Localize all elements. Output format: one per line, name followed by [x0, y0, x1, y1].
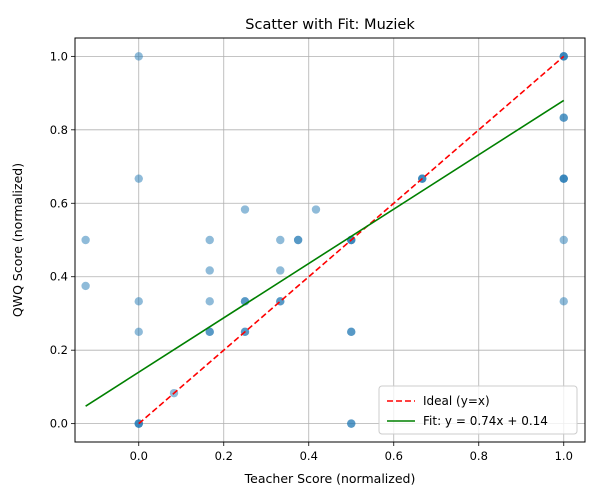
y-tick-label: 1.0: [50, 49, 68, 63]
plot-area-frame: [74, 37, 586, 443]
y-tick-label: 0.0: [50, 417, 68, 431]
grid-lines: [75, 38, 585, 442]
data-point: [559, 113, 568, 122]
legend-label-fit: Fit: y = 0.74x + 0.14: [423, 414, 548, 428]
fit-line: [85, 99, 565, 407]
x-tick-label: 0.8: [470, 449, 488, 463]
scatter-points: [81, 52, 568, 428]
data-point: [134, 327, 143, 337]
y-axis-title: QWQ Score (normalized): [10, 163, 25, 317]
y-tick-label: 0.4: [50, 270, 68, 284]
data-point: [276, 266, 285, 275]
x-tick-label: 0.2: [215, 449, 233, 463]
data-point: [205, 235, 214, 245]
data-point: [205, 266, 214, 275]
ideal-line: [138, 55, 565, 425]
data-point: [205, 327, 214, 337]
data-point: [205, 297, 214, 306]
data-point: [134, 174, 143, 183]
x-tick-label: 0.4: [300, 449, 318, 463]
data-point: [81, 281, 90, 291]
data-point: [134, 297, 143, 306]
data-point: [293, 235, 303, 245]
legend-box: [378, 385, 578, 435]
y-tick-label: 0.8: [50, 123, 68, 137]
data-point: [276, 235, 285, 245]
x-axis-title: Teacher Score (normalized): [244, 471, 416, 486]
x-tick-label: 0.0: [130, 449, 148, 463]
x-tick-label: 0.6: [385, 449, 403, 463]
data-point: [347, 327, 356, 337]
series-lines: [85, 55, 565, 425]
x-tick-label: 1.0: [555, 449, 573, 463]
data-point: [81, 235, 90, 245]
data-point: [559, 235, 568, 245]
y-tick-label: 0.6: [50, 196, 68, 210]
data-point: [240, 205, 250, 214]
data-point: [559, 297, 568, 306]
data-point: [311, 205, 321, 214]
data-point: [559, 174, 568, 183]
axis-ticks: 0.0 0.2 0.4 0.6 0.8 1.0 0.0 0.2 0.4 0.6 0.8 1.0: [50, 49, 573, 463]
chart-title: Scatter with Fit: Muziek: [245, 17, 415, 33]
y-tick-label: 0.2: [50, 343, 68, 357]
legend: Ideal (y=x) Fit: y = 0.74x + 0.14: [378, 385, 578, 435]
data-point: [134, 52, 143, 61]
legend-label-ideal: Ideal (y=x): [423, 394, 490, 408]
data-point: [347, 419, 356, 428]
